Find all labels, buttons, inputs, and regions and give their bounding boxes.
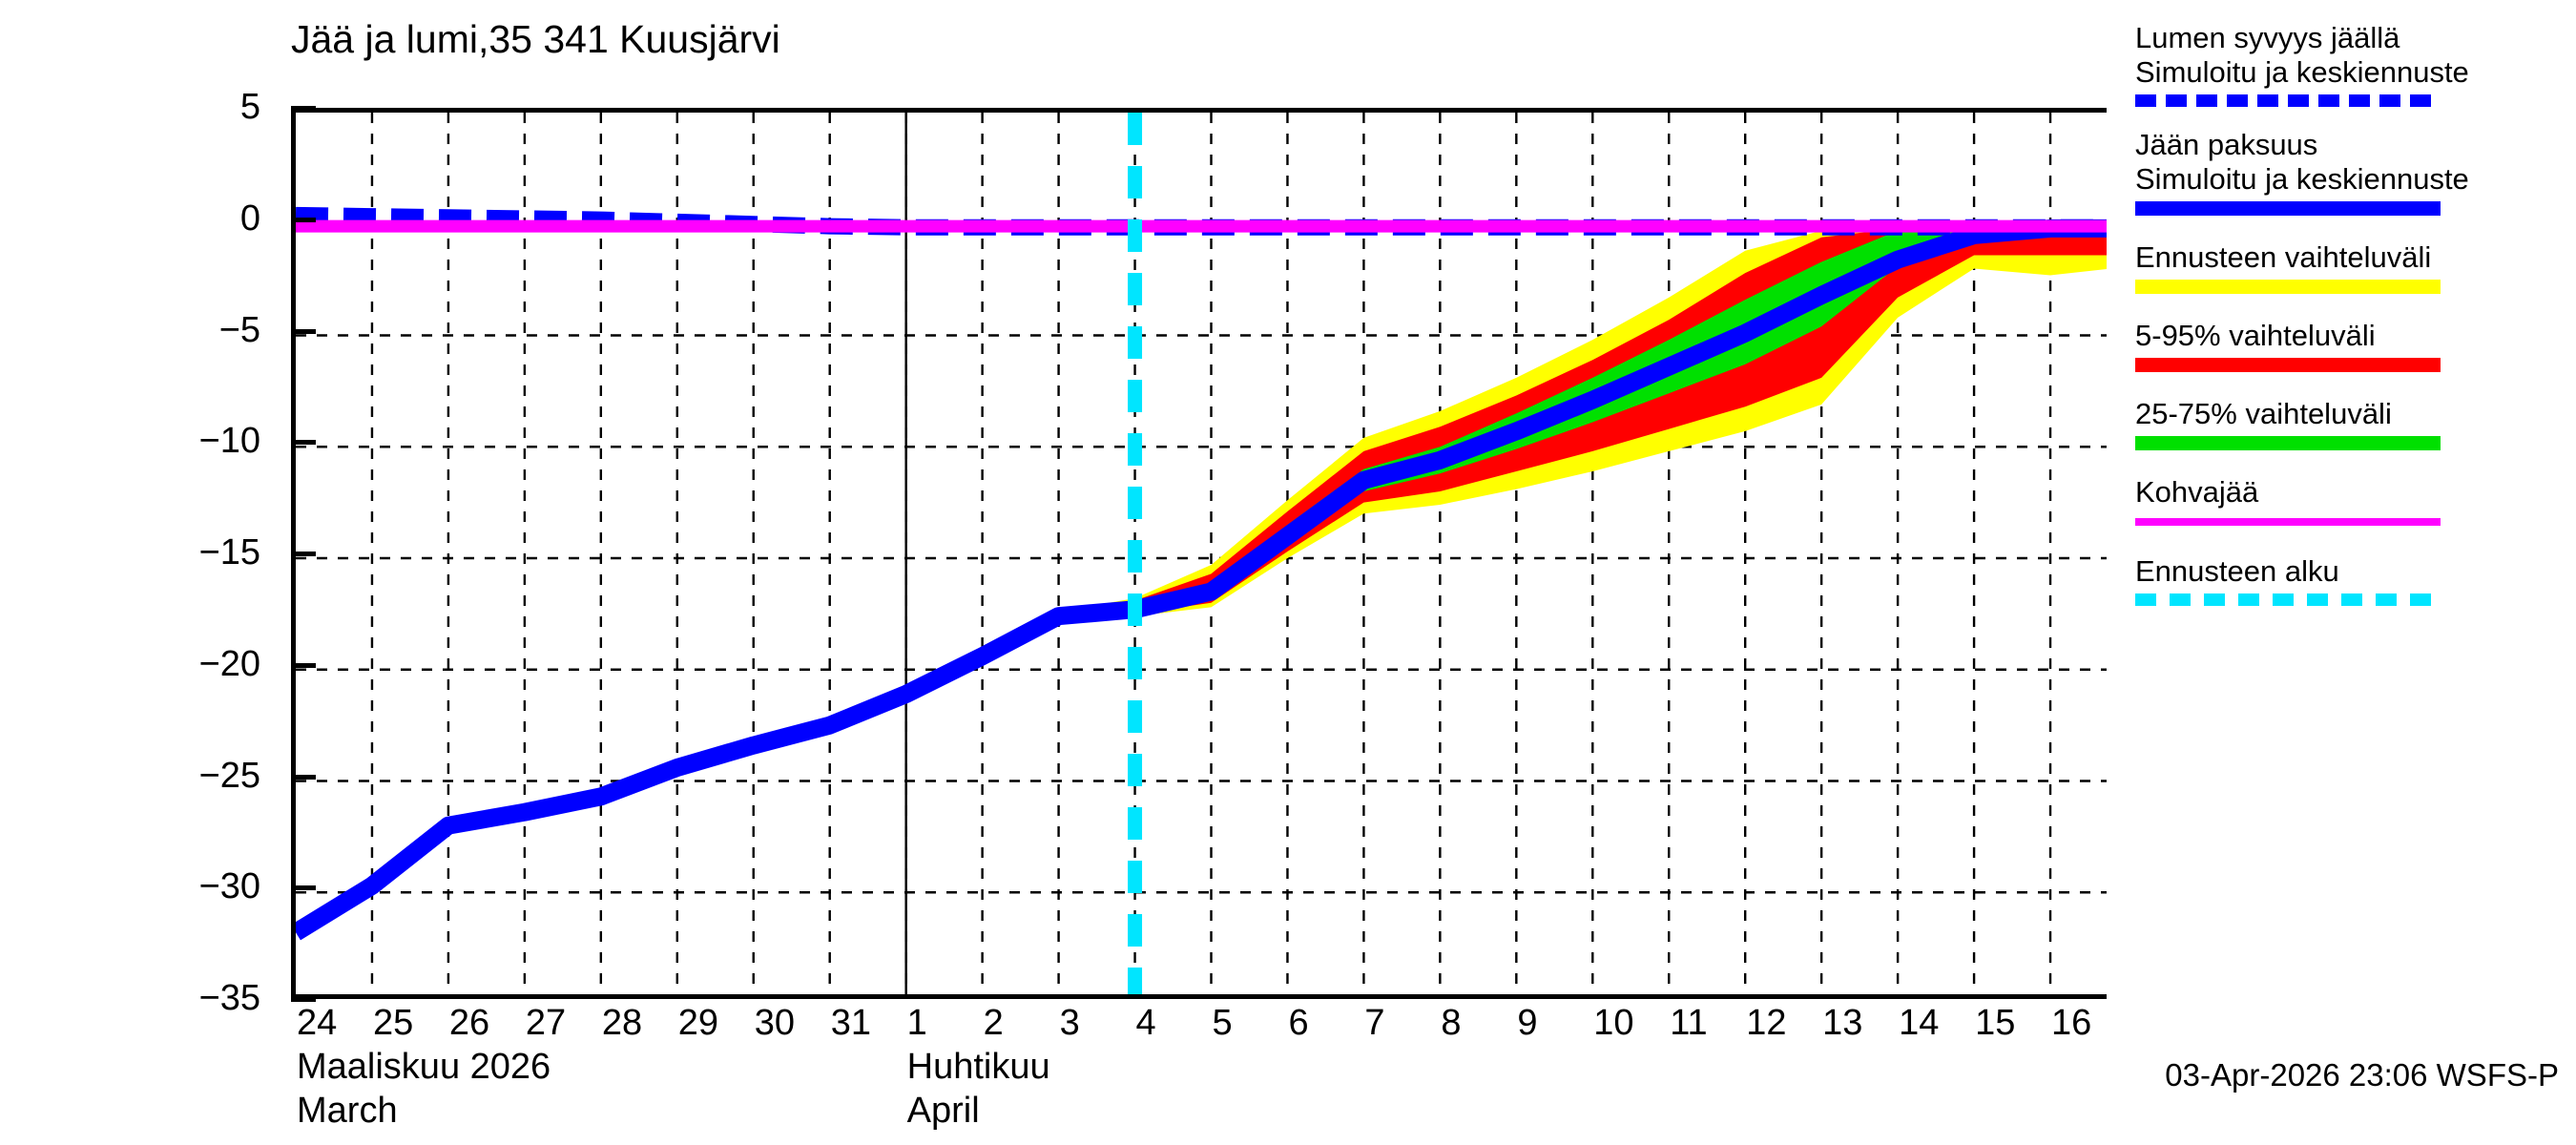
- legend-item-title: Jään paksuus: [2135, 128, 2318, 161]
- x-tick-label: 30: [754, 1003, 796, 1043]
- y-tick-mark: [291, 217, 316, 222]
- legend-item[interactable]: Ennusteen vaihteluväli: [2135, 240, 2555, 294]
- x-tick-label: 2: [983, 1003, 1004, 1043]
- x-tick-label: 24: [297, 1003, 338, 1043]
- chart-svg: [296, 113, 2107, 994]
- legend-swatch-dashed-cyan: [2135, 593, 2441, 606]
- legend-item-subtitle: Simuloitu ja keskiennuste: [2135, 55, 2469, 89]
- legend-item[interactable]: 25-75% vaihteluväli: [2135, 397, 2555, 450]
- x-tick-label: 14: [1899, 1003, 1940, 1043]
- x-tick-label: 3: [1059, 1003, 1080, 1043]
- x-tick-label: 26: [448, 1003, 490, 1043]
- plot-area: [291, 108, 2107, 999]
- legend-item-title: Lumen syvyys jäällä: [2135, 21, 2400, 54]
- x-tick-label: 1: [906, 1003, 927, 1043]
- page-title: Jää ja lumi,35 341 Kuusjärvi: [291, 17, 780, 61]
- legend-item[interactable]: Kohvajää: [2135, 475, 2555, 526]
- y-tick-label: 0: [239, 198, 260, 239]
- legend-item-title: Ennusteen alku: [2135, 554, 2339, 588]
- x-tick-label: 16: [2051, 1003, 2092, 1043]
- legend-swatch-solid-yellow: [2135, 280, 2441, 294]
- x-tick-label: 8: [1441, 1003, 1462, 1043]
- x-tick-label: 6: [1288, 1003, 1309, 1043]
- ice-thickness-line: [296, 219, 2107, 941]
- x-month-label-fi: Maaliskuu 2026: [297, 1047, 551, 1087]
- legend-item[interactable]: Ennusteen alku: [2135, 554, 2555, 606]
- x-tick-label: 13: [1822, 1003, 1863, 1043]
- x-tick-label: 27: [525, 1003, 567, 1043]
- legend-item[interactable]: Lumen syvyys jäällä Simuloitu ja keskienn…: [2135, 21, 2555, 107]
- y-tick-label: −5: [218, 309, 260, 350]
- x-month-label-fi: Huhtikuu: [906, 1047, 1050, 1087]
- y-tick-label: 5: [239, 87, 260, 127]
- y-tick-mark: [291, 440, 316, 446]
- y-tick-label: −25: [198, 755, 260, 796]
- x-tick-label: 4: [1135, 1003, 1156, 1043]
- legend-item[interactable]: Jään paksuus Simuloitu ja keskiennuste: [2135, 128, 2555, 216]
- x-tick-label: 28: [601, 1003, 643, 1043]
- x-tick-label: 11: [1670, 1003, 1708, 1043]
- x-tick-label: 29: [677, 1003, 719, 1043]
- legend-swatch-solid-magenta: [2135, 518, 2441, 526]
- x-tick-label: 25: [372, 1003, 414, 1043]
- legend-item-title: Ennusteen vaihteluväli: [2135, 240, 2432, 274]
- legend-swatch-dashed-blue: [2135, 94, 2441, 107]
- legend-item-subtitle: Simuloitu ja keskiennuste: [2135, 162, 2469, 196]
- footer-timestamp: 03-Apr-2026 23:06 WSFS-P: [2165, 1057, 2559, 1093]
- y-tick-mark: [291, 774, 316, 780]
- x-tick-label: 31: [830, 1003, 871, 1043]
- y-tick-label: −20: [198, 643, 260, 684]
- x-tick-label: 5: [1212, 1003, 1233, 1043]
- y-tick-label: −15: [198, 532, 260, 572]
- legend-swatch-solid-green: [2135, 436, 2441, 450]
- y-tick-label: −10: [198, 421, 260, 462]
- y-tick-mark: [291, 885, 316, 891]
- y-tick-label: −30: [198, 866, 260, 907]
- legend: Lumen syvyys jäällä Simuloitu ja keskienn…: [2135, 21, 2555, 610]
- x-tick-label: 15: [1975, 1003, 2016, 1043]
- y-tick-mark: [291, 328, 316, 334]
- grid-lines: [296, 113, 2107, 994]
- plot-canvas: [296, 113, 2107, 994]
- x-tick-label: 7: [1364, 1003, 1385, 1043]
- y-tick-mark: [291, 552, 316, 556]
- y-tick-label: −35: [198, 978, 260, 1018]
- x-month-label-en: April: [906, 1091, 980, 1131]
- legend-item-title: Kohvajää: [2135, 475, 2259, 509]
- x-tick-label: 9: [1517, 1003, 1538, 1043]
- x-tick-label: 12: [1746, 1003, 1787, 1043]
- x-month-label-en: March: [297, 1091, 398, 1131]
- legend-item-title: 5-95% vaihteluväli: [2135, 319, 2376, 352]
- x-tick-label: 10: [1593, 1003, 1634, 1043]
- y-tick-mark: [291, 106, 316, 111]
- y-tick-mark: [291, 662, 316, 668]
- legend-swatch-solid-blue: [2135, 201, 2441, 216]
- legend-swatch-solid-red: [2135, 358, 2441, 372]
- legend-item[interactable]: 5-95% vaihteluväli: [2135, 319, 2555, 372]
- legend-item-title: 25-75% vaihteluväli: [2135, 397, 2392, 430]
- y-tick-mark: [291, 997, 316, 1002]
